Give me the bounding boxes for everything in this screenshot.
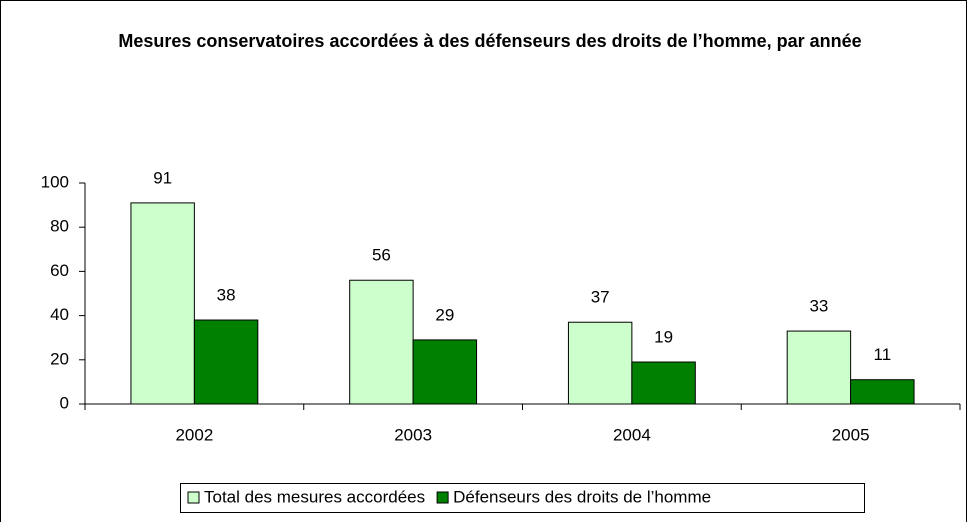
legend-swatch xyxy=(436,491,449,504)
legend-label: Défenseurs des droits de l’homme xyxy=(453,487,711,506)
y-tick-label: 40 xyxy=(50,305,69,324)
x-tick-label: 2005 xyxy=(832,425,870,444)
bar xyxy=(130,202,195,405)
bar xyxy=(193,319,259,405)
legend-box xyxy=(180,483,865,513)
data-label: 29 xyxy=(435,305,454,324)
data-label: 37 xyxy=(591,288,610,307)
data-label: 38 xyxy=(217,286,236,305)
bar xyxy=(349,279,414,405)
bar xyxy=(786,330,852,405)
data-label: 56 xyxy=(372,246,391,265)
y-tick-label: 20 xyxy=(50,349,69,368)
legend-label: Total des mesures accordées xyxy=(204,487,425,506)
bar xyxy=(850,379,915,405)
data-label: 33 xyxy=(809,297,828,316)
data-label: 11 xyxy=(874,345,892,364)
bar xyxy=(567,321,633,405)
x-tick-label: 2002 xyxy=(175,425,213,444)
y-tick-label: 100 xyxy=(41,172,69,191)
chart-title: Mesures conservatoires accordées à des d… xyxy=(118,31,862,51)
y-tick-label: 80 xyxy=(50,217,69,236)
data-label: 19 xyxy=(654,327,673,346)
bar xyxy=(412,339,478,405)
legend-swatch xyxy=(187,491,200,504)
y-tick-label: 60 xyxy=(50,261,69,280)
x-tick-label: 2003 xyxy=(394,425,432,444)
x-tick-label: 2004 xyxy=(613,425,651,444)
y-tick-label: 0 xyxy=(60,393,69,412)
bar xyxy=(631,361,696,405)
data-label: 91 xyxy=(153,168,172,187)
